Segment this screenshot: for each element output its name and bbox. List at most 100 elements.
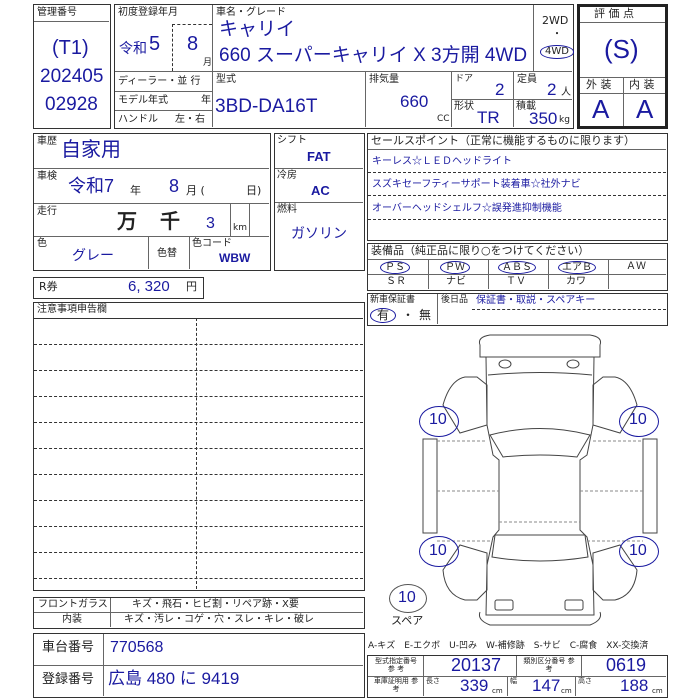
width-label: 幅: [510, 677, 517, 685]
aircon-label: 冷房: [277, 170, 297, 181]
handle-label: ハンドル: [118, 114, 158, 125]
rear-window: [491, 534, 589, 562]
length-value: 339: [460, 676, 489, 695]
inspection-month: 8: [169, 176, 180, 196]
height-label: 高さ: [578, 677, 592, 685]
drive-2wd: 2WD: [542, 14, 569, 27]
height-value: 188: [620, 676, 649, 695]
exterior-grade: A: [592, 94, 610, 124]
fuel-label: 燃料: [277, 204, 297, 215]
doors: 2: [495, 80, 505, 99]
chassis-plate-box: 車台番号 770568 登録番号 広島 480 に 9419: [33, 633, 365, 698]
first-registration-label: 初度登録年月: [118, 7, 178, 18]
equipment-airbag: エアＢ: [558, 261, 596, 274]
color-code-label: 色コード: [192, 238, 232, 249]
management-number-2: 02928: [45, 94, 98, 115]
windshield: [489, 428, 591, 458]
headlight-left: [498, 359, 512, 369]
color-value: グレー: [72, 247, 114, 263]
mileage-value: 3: [206, 215, 215, 232]
drive-4wd-circled: 4WD: [540, 45, 574, 59]
equipment-navi: ナビ: [446, 276, 466, 287]
warranty-box: 新車保証書 有 ・ 無 後日品 保証書・取説・スペアキー: [367, 293, 668, 326]
garage-cert-label: 車庫証明用 参 考: [373, 677, 419, 694]
taillight-left: [494, 599, 514, 611]
tire-front-right: 10: [629, 411, 647, 428]
notes-row-line: [34, 552, 363, 553]
color-code: WBW: [219, 251, 251, 265]
notes-row-line: [34, 448, 363, 449]
interior-grade: A: [636, 94, 654, 124]
management-code: (T1): [52, 37, 89, 59]
later-items: 保証書・取説・スペアキー: [476, 295, 596, 306]
glass-interior-table: フロントガラス キズ・飛石・ヒビ割・リペア跡・X要 内装 キズ・汚レ・コゲ・穴・…: [33, 597, 365, 629]
management-number-1: 202405: [40, 66, 104, 87]
model-type: 3BD-DA16T: [215, 96, 318, 117]
notes-row-line: [34, 578, 363, 579]
taillight-right: [564, 599, 584, 611]
mileage-unit: km: [233, 223, 247, 233]
equipment-label: 装備品（純正品に限り○をつけてください）: [371, 244, 590, 257]
tire-rear-left: 10: [429, 542, 447, 559]
shift-box: シフト FAT 冷房 AC 燃料 ガソリン: [274, 133, 365, 271]
sale-point-1: キーレス☆ＬＥＤヘッドライト: [372, 156, 512, 167]
rear-bumper: [479, 611, 601, 626]
exterior-label: 外 装: [586, 78, 612, 91]
notes-label: 注意事項申告欄: [37, 304, 107, 315]
recycle-box: R券 6, 320 円: [33, 277, 204, 299]
height-unit: cm: [652, 687, 663, 695]
interior-check-options: キズ・汚レ・コゲ・穴・スレ・キレ・破レ: [124, 614, 314, 625]
plate-number: 広島 480 に 9419: [108, 669, 240, 688]
front-left-fender: [442, 376, 488, 434]
mileage-label: 走行: [37, 206, 57, 217]
recycle-unit: 円: [186, 280, 197, 293]
shape-label: 形状: [454, 101, 474, 112]
type-no-label: 型式指定番号 参 考: [375, 657, 417, 674]
damage-legend: A-キズ E-エクボ U-凹み W-補修跡 S-サビ C-腐食 XX-交換済: [368, 641, 649, 651]
model-year-unit: 年: [201, 95, 211, 106]
interior-check-label: 内装: [62, 614, 82, 625]
chassis-label: 車台番号: [42, 640, 95, 655]
sale-point-3: オーバーヘッドシェルフ☆誤発進抑制機能: [372, 203, 562, 214]
reference-table: 型式指定番号 参 考 20137 類別区分番号 参 考 0619 車庫証明用 参…: [367, 655, 668, 698]
notes-box: 注意事項申告欄: [33, 302, 365, 591]
notes-row-line: [34, 370, 363, 371]
type-designation-number: 20137: [451, 655, 502, 675]
width-unit: cm: [561, 687, 572, 695]
dealer-label: ディーラー・並 行: [118, 76, 201, 87]
tire-rear-right-circle: [619, 536, 659, 567]
right-sill: [642, 438, 658, 534]
displacement-label: 排気量: [369, 74, 399, 85]
tire-rear-right: 10: [629, 542, 647, 559]
model-type-label: 型式: [216, 74, 236, 85]
warranty-sep: ・: [402, 308, 415, 322]
mileage-sen: 千: [160, 209, 180, 233]
capacity-label: 定員: [517, 74, 537, 85]
tire-front-right-circle: [619, 406, 659, 437]
inspection-label: 車検: [37, 171, 57, 182]
fuel-value: ガソリン: [291, 225, 347, 241]
rear-left-fender: [442, 544, 488, 601]
registration-year: 5: [149, 33, 161, 55]
evaluation-box: 評 価 点 (S) 外 装 内 装 A A: [577, 4, 668, 129]
car-name: キャリイ: [219, 19, 296, 40]
tire-front-left: 10: [429, 411, 447, 428]
displacement: 660: [400, 92, 429, 111]
warranty-label: 新車保証書: [370, 295, 416, 305]
capacity: 2: [547, 80, 557, 99]
sale-point-2: スズキセーフティーサポート装着車☆社外ナビ: [372, 179, 581, 190]
class-number: 0619: [606, 655, 647, 675]
equipment-ps: ＰＳ: [380, 261, 410, 274]
class-no-label: 類別区分番号 参 考: [523, 657, 575, 674]
sale-points-label: セールスポイント（正常に機能するものに限ります）: [371, 134, 635, 147]
notes-row-line: [34, 474, 363, 475]
notes-row-line: [34, 396, 363, 397]
length-label: 長さ: [426, 677, 440, 685]
spare-label: スペア: [391, 614, 424, 627]
left-sill: [422, 438, 438, 534]
notes-row-line: [34, 500, 363, 501]
management-box: 管理番号 (T1) 202405 02928: [33, 4, 111, 129]
notes-row-line: [34, 344, 363, 345]
model-year-label: モデル年式: [118, 95, 168, 106]
shape: TR: [477, 108, 500, 127]
